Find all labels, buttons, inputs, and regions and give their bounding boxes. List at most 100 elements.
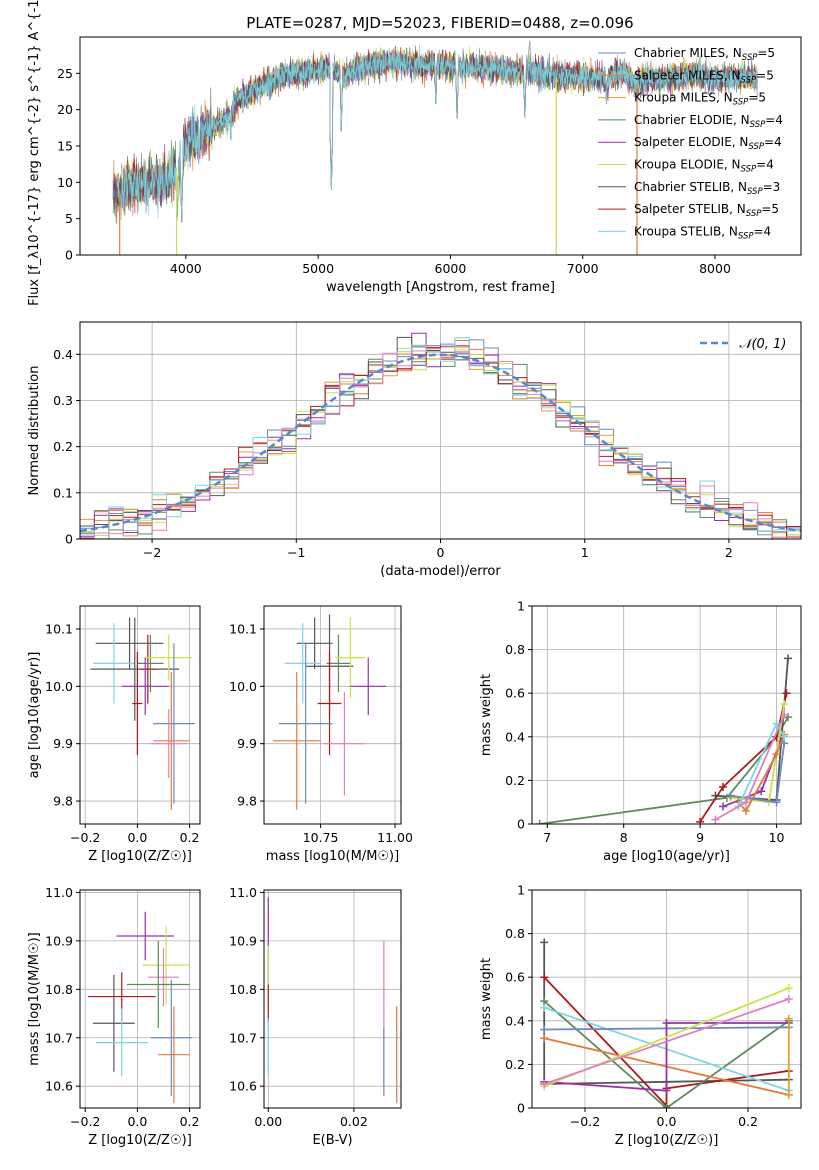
weight-marker: [662, 1018, 671, 1027]
legend-label: Chabrier MILES, NSSP=5: [634, 46, 775, 63]
errorbars: [87, 911, 193, 1104]
y-axis-label: mass weight: [479, 958, 494, 1040]
mass_vs_ebv-panel: 0.00 0.02 10.6 10.7 10.8 10.9 11.0 E(B-V): [229, 885, 402, 1148]
errorbar-point: [153, 671, 190, 810]
weight-marker: [784, 1014, 793, 1023]
legend-rest: =4: [765, 113, 783, 127]
y-tick-label: 0: [65, 532, 73, 547]
legend-rest: =5: [757, 46, 775, 60]
weight-line-salpeter_stelib: [543, 976, 789, 1108]
y-tick-label: 0: [65, 248, 73, 263]
y-tick-label: 10.6: [45, 1079, 73, 1094]
errorbar-point: [153, 643, 195, 804]
x-axis-label: (data-model)/error: [380, 564, 501, 579]
x-tick-label: 10.75: [303, 830, 339, 845]
y-tick-label: 0.1: [53, 485, 73, 500]
y-tick-label: 9.8: [237, 794, 257, 809]
x-tick-label: 9: [696, 830, 704, 845]
y-tick-label: 20: [57, 102, 73, 117]
x-tick-label: −1: [287, 545, 305, 560]
y-tick-label: 10.0: [45, 679, 73, 694]
y-tick-label: 25: [57, 66, 73, 81]
y-axis-label: Normed distribution: [27, 366, 42, 496]
spectrum-spike: [526, 40, 531, 67]
spectrum-spike: [529, 40, 533, 81]
legend-sub: SSP: [733, 98, 749, 108]
weight-marker: [540, 1003, 549, 1012]
x-tick-label: 1: [581, 545, 589, 560]
spectrum-panel: 4000 5000 6000 7000 8000 0 5 10 15 20 25 wavelength…: [27, 0, 802, 306]
y-axis-label: mass weight: [479, 674, 494, 756]
legend-label: Kroupa ELODIE, NSSP=4: [634, 158, 774, 175]
legend-label: Salpeter STELIB, NSSP=5: [634, 202, 779, 219]
legend-sub: SSP: [741, 75, 757, 85]
weight-marker: [741, 798, 750, 807]
spectrum-lines: [112, 40, 758, 255]
axes-frame: [79, 36, 802, 256]
errorbar-point: [145, 634, 193, 681]
y-tick-label: 10.7: [229, 1030, 257, 1045]
weight-marker: [780, 732, 789, 741]
y-tick-label: 0.3: [53, 393, 73, 408]
y-tick-label: 1: [517, 883, 525, 898]
errorbar-point: [150, 979, 193, 1096]
legend-rest: =4: [764, 135, 782, 149]
age_vs_mass-panel: 10.75 11.00 9.8 9.9 10.0 10.1 mass [log10(M/M☉…: [229, 605, 413, 864]
legend-label: Salpeter ELODIE, NSSP=4: [634, 135, 782, 152]
x-tick-label: 0: [437, 545, 445, 560]
legend-sub: SSP: [746, 209, 762, 219]
y-tick-label: 10.0: [229, 679, 257, 694]
y-tick-label: 0.8: [505, 926, 525, 941]
y-tick-label: 10.1: [229, 621, 257, 636]
weight-line-pink: [543, 998, 790, 1085]
axes-frame: [263, 605, 402, 825]
x-tick-label: −0.2: [70, 1114, 100, 1129]
y-tick-label: 9.9: [237, 736, 257, 751]
y-tick-label: 10.7: [45, 1030, 73, 1045]
weight-marker: [782, 689, 791, 698]
x-axis-label: Z [log10(Z/Z☉)]: [88, 849, 192, 864]
axes-frame: [79, 605, 201, 825]
weight-marker: [540, 1025, 549, 1034]
x-tick-label: −2: [143, 545, 161, 560]
axes-frame: [263, 889, 402, 1109]
errorbar-point: [278, 643, 333, 804]
weight-marker: [540, 938, 549, 947]
errorbar-point: [284, 623, 321, 704]
y-tick-label: 0: [517, 1101, 525, 1116]
y-tick-label: 0.2: [505, 1057, 525, 1072]
weight-marker: [784, 995, 793, 1003]
weight-line-chabrier_elodie: [543, 1000, 790, 1108]
y-tick-label: 0.4: [505, 1013, 525, 1028]
legend-sub: SSP: [750, 120, 766, 130]
legend-sub: SSP: [738, 231, 754, 241]
y-tick-label: 10.8: [229, 982, 257, 997]
y-tick-label: 9.9: [53, 736, 73, 751]
weight-marker: [540, 1080, 549, 1089]
weight-marker: [772, 750, 781, 759]
legend-rest: =5: [761, 202, 779, 216]
y-tick-label: 0.2: [53, 439, 73, 454]
x-tick-label: −0.2: [570, 1114, 600, 1129]
y-tick-label: 0: [517, 817, 525, 832]
y-axis-label: mass [log10(M/M☉)]: [27, 932, 42, 1065]
y-tick-label: 0.4: [505, 729, 525, 744]
y-tick-label: 0.4: [53, 347, 73, 362]
weight-marker: [711, 815, 720, 824]
x-axis-label: Z [log10(Z/Z☉)]: [615, 1133, 719, 1148]
x-tick-label: 8000: [699, 261, 731, 276]
errorbar-point: [140, 634, 156, 704]
legend-sub: SSP: [741, 165, 757, 175]
weight-marker: [726, 791, 735, 800]
weight-lines: [540, 938, 793, 1108]
weight-marker: [540, 1034, 549, 1043]
y-tick-label: 11.0: [229, 885, 257, 900]
y-tick-label: 11.0: [45, 885, 73, 900]
legend-sub: SSP: [748, 142, 764, 152]
weight-marker: [535, 820, 544, 824]
legend-label: Chabrier STELIB, NSSP=3: [634, 180, 780, 197]
figure-title: PLATE=0287, MJD=52023, FIBERID=0488, z=0…: [246, 14, 633, 32]
legend-label: Salpeter MILES, NSSP=5: [634, 68, 774, 85]
errorbar-point: [137, 634, 164, 693]
